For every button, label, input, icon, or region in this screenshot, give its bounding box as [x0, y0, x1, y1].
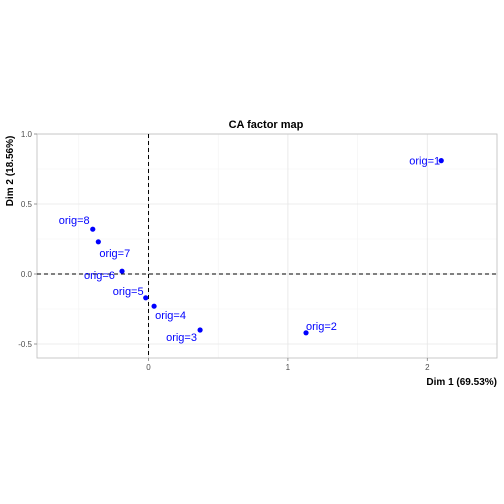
- y-tick-label: 0.0: [21, 270, 33, 279]
- data-point: [151, 303, 157, 309]
- reference-lines: [37, 134, 497, 358]
- x-tick-label: 2: [425, 363, 430, 372]
- data-point: [95, 239, 101, 245]
- data-point: [303, 330, 309, 336]
- y-tick-label: -0.5: [18, 340, 32, 349]
- data-point: [119, 268, 125, 274]
- data-point: [143, 295, 149, 301]
- point-label: orig=8: [59, 215, 90, 227]
- point-label: orig=4: [155, 310, 186, 322]
- plot-panel-border: [36, 133, 498, 359]
- point-label: orig=5: [113, 286, 144, 298]
- x-axis-title: Dim 1 (69.53%): [426, 377, 497, 388]
- point-label: orig=6: [84, 270, 115, 282]
- y-axis-title: Dim 2 (18.56%): [5, 136, 16, 207]
- y-tick-label: 0.5: [21, 200, 33, 209]
- x-tick-label: 1: [286, 363, 291, 372]
- data-point: [197, 327, 203, 333]
- data-point: [90, 226, 96, 232]
- y-tick-label: 1.0: [21, 130, 33, 139]
- data-point: [438, 158, 444, 164]
- x-tick-label: 0: [146, 363, 151, 372]
- data-points: [90, 158, 444, 336]
- point-labels: orig=1 orig=2 orig=3 orig=4 orig=5 orig=6 orig…: [59, 156, 440, 344]
- point-label: orig=2: [306, 321, 337, 333]
- axis-ticks: 0 1 2 -0.5 0.0 0.5 1.0: [18, 130, 430, 372]
- chart-title: CA factor map: [229, 119, 304, 131]
- point-label: orig=7: [99, 248, 130, 260]
- point-label: orig=3: [166, 332, 197, 344]
- point-label: orig=1: [409, 156, 440, 168]
